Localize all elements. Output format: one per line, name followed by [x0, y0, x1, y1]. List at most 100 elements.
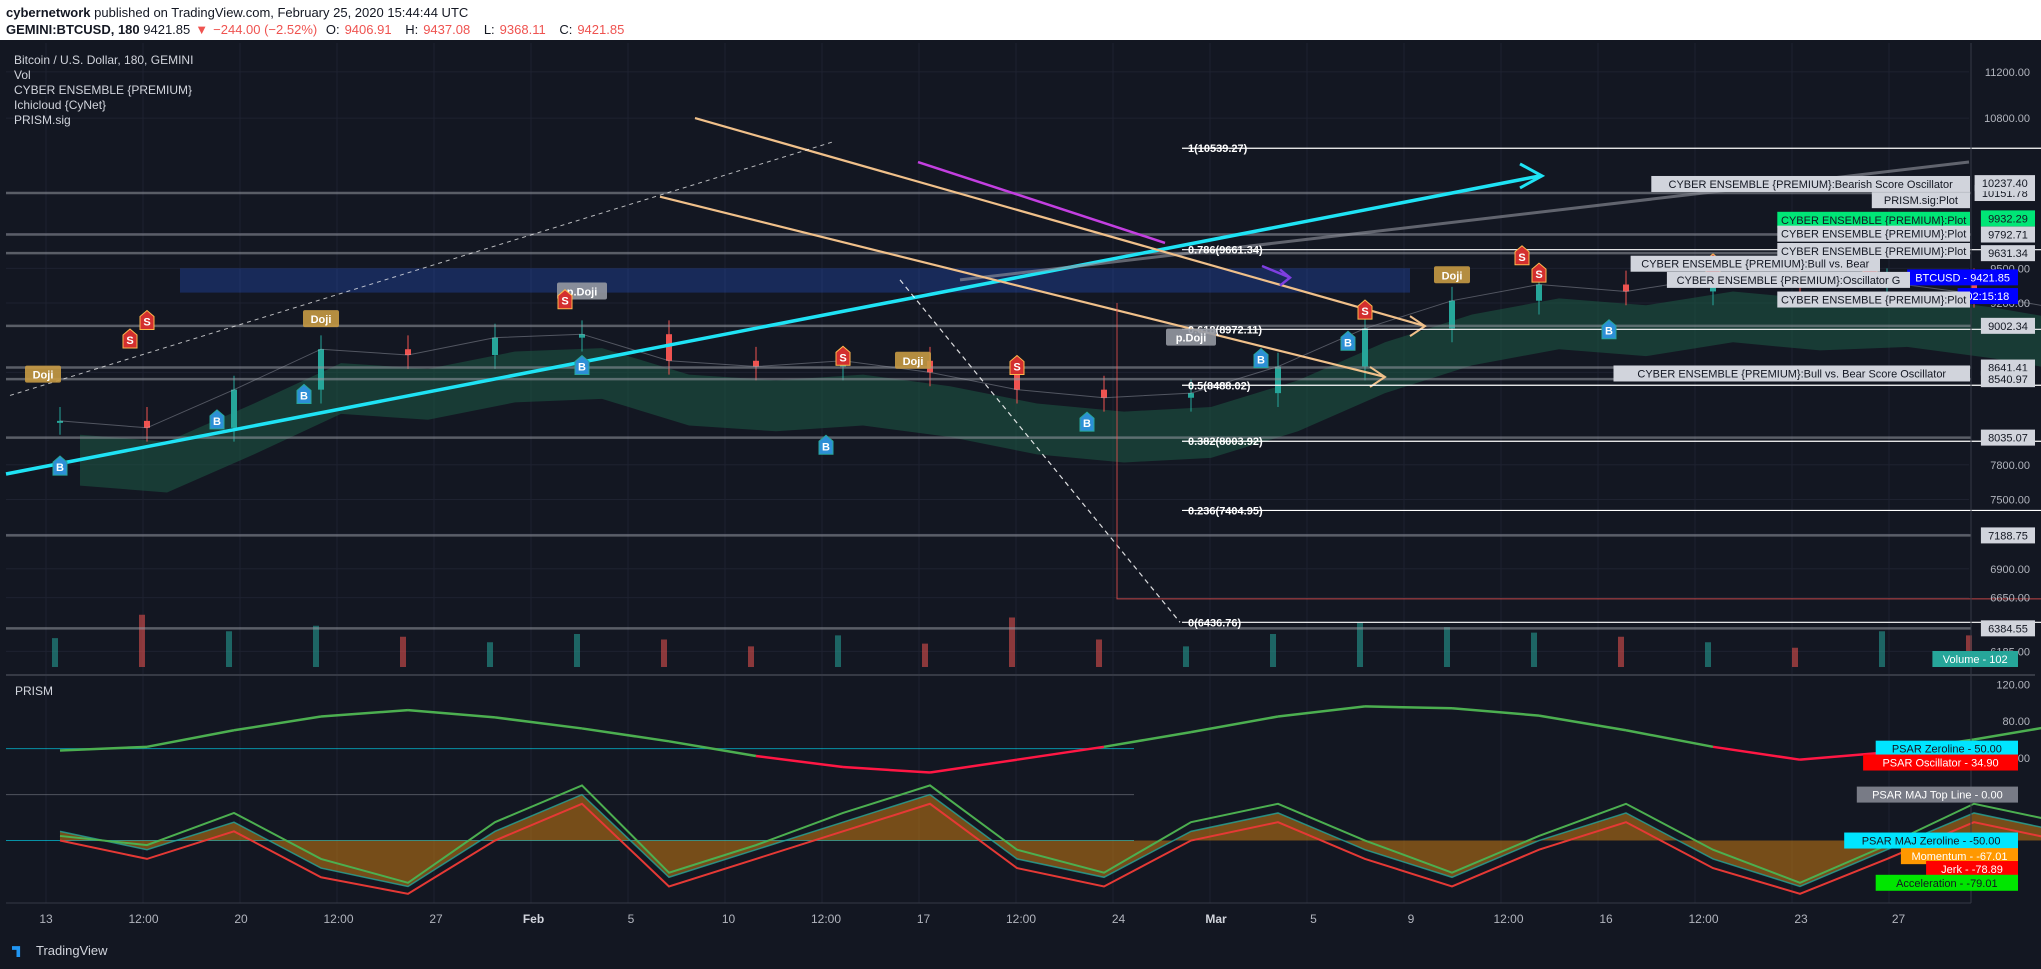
- signal-marker: [895, 351, 931, 369]
- x-tick-label: 12:00: [1688, 912, 1718, 926]
- last-price-tag: BTCUSD - 9421.85: [1915, 272, 2010, 284]
- signal-marker: [303, 310, 339, 328]
- channel-upper: [694, 117, 1426, 328]
- signal-label: S: [561, 296, 568, 308]
- x-tick-label: 10: [722, 912, 736, 926]
- signal-marker: [835, 345, 851, 366]
- x-tick-label: 16: [1599, 912, 1613, 926]
- close-label: C:: [559, 22, 573, 37]
- candle-body: [405, 349, 411, 355]
- psar-oscillator-segment: [668, 740, 757, 758]
- legend-item-vol[interactable]: Vol: [14, 68, 31, 82]
- indicator-tag-bg: [1666, 271, 1910, 288]
- candle-body: [753, 360, 759, 367]
- candle-body: [1449, 300, 1455, 329]
- psar-oscillator-segment: [842, 765, 931, 774]
- psar-oscillator-segment: [1103, 730, 1192, 749]
- psar-oscillator-segment: [320, 708, 409, 718]
- signal-marker: [1253, 347, 1269, 369]
- fib-level-label: 1(10539.27): [1188, 143, 1248, 155]
- y-tick-label: 7500.00: [1990, 494, 2030, 506]
- psar-oscillator-segment: [1973, 726, 2041, 741]
- volume-bar: [835, 635, 841, 667]
- signal-label: S: [1013, 362, 1020, 374]
- indicator-tag-bg: [1777, 211, 1970, 228]
- prism-value-tag-bg: [1926, 861, 2018, 878]
- psar-oscillator-segment: [1799, 751, 1888, 761]
- signal-marker: [1357, 299, 1373, 320]
- jerk-line: [59, 802, 2041, 895]
- y-tick-label: 11200.00: [1985, 67, 2030, 79]
- signal-label: B: [56, 462, 64, 474]
- last-price: 9421.85: [143, 22, 191, 37]
- price-level-tag: 9932.29: [1988, 213, 2028, 225]
- prism-value-tag: PSAR MAJ Top Line - 0.00: [1872, 790, 2003, 802]
- prism-value-tag-bg: [1863, 754, 2018, 771]
- channel-arrow: [1369, 366, 1387, 388]
- prism-value-tag: PSAR Zeroline - 50.00: [1892, 744, 2002, 756]
- volume-bar: [487, 642, 493, 667]
- psar-oscillator-segment: [755, 754, 844, 769]
- momentum-area: [60, 794, 2041, 887]
- open-value: 9406.91: [344, 22, 392, 37]
- signal-marker: [1340, 330, 1356, 351]
- indicator-tag-bg: [1777, 243, 1970, 259]
- signal-marker: [52, 455, 68, 476]
- candle-body: [1014, 372, 1020, 390]
- signal-marker: [1531, 262, 1547, 283]
- signal-marker: [574, 354, 590, 376]
- fib-level-label: 0(6436.76): [1188, 617, 1242, 629]
- volume-bar: [1096, 639, 1102, 667]
- volume-bar: [1357, 623, 1363, 667]
- candle-body: [579, 334, 585, 338]
- prism-value-tag-bg: [1900, 848, 2018, 865]
- volume-bar: [1270, 634, 1276, 667]
- signal-label: B: [1257, 355, 1265, 367]
- legend-title[interactable]: Bitcoin / U.S. Dollar, 180, GEMINI: [14, 53, 194, 67]
- legend-item-prism-sig[interactable]: PRISM.sig: [14, 113, 71, 127]
- candle-body: [1362, 328, 1368, 367]
- x-tick-label: 20: [234, 912, 248, 926]
- volume-tag-bg: [1932, 651, 2018, 667]
- publisher-name[interactable]: cybernetwork: [6, 5, 91, 20]
- prism-value-tag-bg: [1856, 786, 2018, 803]
- psar-oscillator-segment: [1538, 714, 1627, 732]
- signal-marker: [1601, 319, 1617, 340]
- price-level-tag: 10237.40: [1982, 178, 2028, 190]
- signal-label: B: [300, 390, 308, 402]
- fib-level-label: 0.5(8488.02): [1188, 380, 1251, 392]
- x-tick-label: 17: [917, 912, 931, 926]
- indicator-tag: CYBER ENSEMBLE {PREMIUM}:Bearish Score O…: [1669, 179, 1954, 191]
- tradingview-brand[interactable]: TradingView: [12, 943, 108, 958]
- price-level-tag: 7188.75: [1988, 530, 2028, 542]
- volume-tag: Volume - 102: [1943, 654, 2008, 666]
- x-tick-label: Feb: [523, 912, 544, 926]
- price-level-tag: 8035.07: [1988, 433, 2028, 445]
- prism-value-tag: PSAR MAJ Zeroline - -50.00: [1862, 836, 2001, 848]
- volume-bar: [661, 639, 667, 667]
- legend-item-ichicloud[interactable]: Ichicloud {CyNet}: [14, 98, 107, 112]
- signal-marker: [1009, 354, 1025, 376]
- y-tick-label: 7800.00: [1990, 460, 2030, 472]
- candle-body: [492, 337, 498, 355]
- psar-oscillator-segment: [1364, 705, 1453, 710]
- candle-body: [1101, 389, 1107, 398]
- x-tick-label: 5: [628, 912, 635, 926]
- x-tick-label: 12:00: [1006, 912, 1036, 926]
- indicator-tag-bg: [1613, 365, 1970, 382]
- signal-marker: [1434, 266, 1470, 284]
- signal-marker: [25, 365, 61, 383]
- prism-pane-title[interactable]: PRISM: [15, 684, 54, 698]
- signal-marker: [818, 434, 834, 455]
- down-arrow-icon: ▼: [195, 22, 209, 37]
- volume-bar: [1444, 627, 1450, 667]
- price-level-tag-bg: [1980, 429, 2035, 446]
- chart-legend: Bitcoin / U.S. Dollar, 180, GEMINI Vol C…: [14, 53, 193, 128]
- purple-line: [917, 160, 1166, 245]
- x-tick-label: 24: [1112, 912, 1126, 926]
- legend-item-cyber-ensemble[interactable]: CYBER ENSEMBLE {PREMIUM}: [14, 83, 193, 97]
- psar-oscillator-segment: [233, 715, 322, 732]
- volume-bar: [1531, 632, 1537, 667]
- x-tick-label: 12:00: [323, 912, 353, 926]
